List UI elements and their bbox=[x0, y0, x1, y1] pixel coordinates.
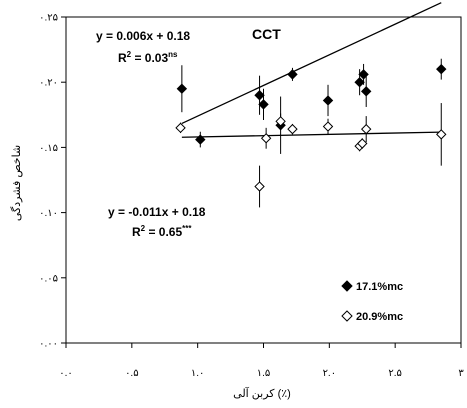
filled-diamond-point bbox=[176, 83, 188, 94]
open-diamond-point bbox=[275, 116, 286, 127]
x-tick-label: ۰.۵ bbox=[125, 368, 139, 379]
r2-significance-bottom: *** bbox=[182, 224, 192, 233]
filled-diamond-point bbox=[354, 76, 365, 88]
plot-border bbox=[65, 16, 462, 344]
filled-diamond-point bbox=[287, 69, 298, 80]
x-tick-label: ۱.۵ bbox=[257, 368, 271, 379]
filled-diamond-point bbox=[322, 95, 334, 106]
axis-ticks: ۰.۰۰ ۰.۰۵ ۰.۱۰ ۰.۱۵ ۰.۲۰ ۰.۲۵ ۰.۰ ۰.۵ ۱.۰ ۱.۵ ۲.۰ ۲… bbox=[39, 13, 464, 380]
r2-base-bottom: R bbox=[132, 225, 141, 239]
r2-value-bottom: = 0.65 bbox=[145, 225, 182, 239]
legend: 17.1%mc 20.9%mc bbox=[341, 280, 403, 323]
r-squared-top: R2 = 0.03ns bbox=[118, 50, 178, 65]
equation-line-top: y = 0.006x + 0.18 bbox=[96, 29, 190, 43]
filled-diamond-point bbox=[195, 134, 206, 145]
x-tick-label: ۳ bbox=[458, 368, 464, 379]
chart-tag-cct: CCT bbox=[252, 26, 281, 42]
equation-annotation-top: y = 0.006x + 0.18 R2 = 0.03ns bbox=[96, 29, 190, 65]
filled-diamond-point bbox=[358, 69, 369, 80]
trend-line-series-2 bbox=[181, 131, 442, 138]
filled-diamond-point bbox=[254, 90, 265, 101]
x-axis-title: کربن آلی (٪) bbox=[233, 386, 291, 400]
x-tick-label: ۲.۵ bbox=[388, 368, 402, 379]
trend-line-series-1 bbox=[181, 2, 442, 125]
open-diamond-point bbox=[175, 122, 186, 134]
equation-annotation-bottom: y = -0.011x + 0.18 R2 = 0.65*** bbox=[108, 205, 206, 239]
r2-power-top: 2 bbox=[127, 50, 132, 59]
open-diamond-point bbox=[287, 123, 298, 135]
y-tick-label: ۰.۰۰ bbox=[39, 339, 58, 350]
y-tick-label: ۰.۲۵ bbox=[39, 13, 58, 24]
y-tick-label: ۰.۱۰ bbox=[39, 208, 58, 219]
open-diamond-point bbox=[322, 121, 334, 132]
r2-significance-top: ns bbox=[168, 50, 178, 59]
r2-power-bottom: 2 bbox=[141, 224, 146, 233]
r2-value-top: = 0.03 bbox=[131, 51, 168, 65]
open-diamond-point bbox=[260, 133, 272, 144]
legend-open-diamond-icon bbox=[341, 310, 353, 322]
filled-diamond-point bbox=[436, 63, 447, 75]
y-tick-label: ۰.۰۵ bbox=[39, 273, 58, 284]
x-tick-label: ۱.۰ bbox=[191, 368, 205, 379]
trend-lines bbox=[181, 2, 442, 138]
equation-line-bottom: y = -0.011x + 0.18 bbox=[108, 205, 206, 219]
r2-base-top: R bbox=[118, 51, 127, 65]
legend-label-series-2: 20.9%mc bbox=[356, 311, 403, 323]
open-diamond-point bbox=[254, 181, 265, 192]
plot-frame bbox=[65, 16, 462, 344]
filled-diamond-point bbox=[258, 99, 269, 110]
y-tick-label: ۰.۱۵ bbox=[39, 143, 58, 154]
y-tick-label: ۰.۲۰ bbox=[39, 78, 58, 89]
x-tick-label: ۰.۰ bbox=[59, 368, 73, 379]
legend-label-series-1: 17.1%mc bbox=[356, 281, 403, 293]
x-tick-label: ۲.۰ bbox=[323, 368, 337, 379]
open-diamond-point bbox=[436, 129, 447, 140]
legend-filled-diamond-icon bbox=[341, 280, 353, 292]
open-diamond-point bbox=[357, 138, 368, 149]
open-diamond-point bbox=[360, 123, 372, 135]
r-squared-bottom: R2 = 0.65*** bbox=[132, 224, 192, 239]
y-axis-title: شاخص فشردگی bbox=[10, 145, 23, 221]
data-points bbox=[175, 63, 447, 192]
filled-diamond-point bbox=[360, 86, 372, 97]
